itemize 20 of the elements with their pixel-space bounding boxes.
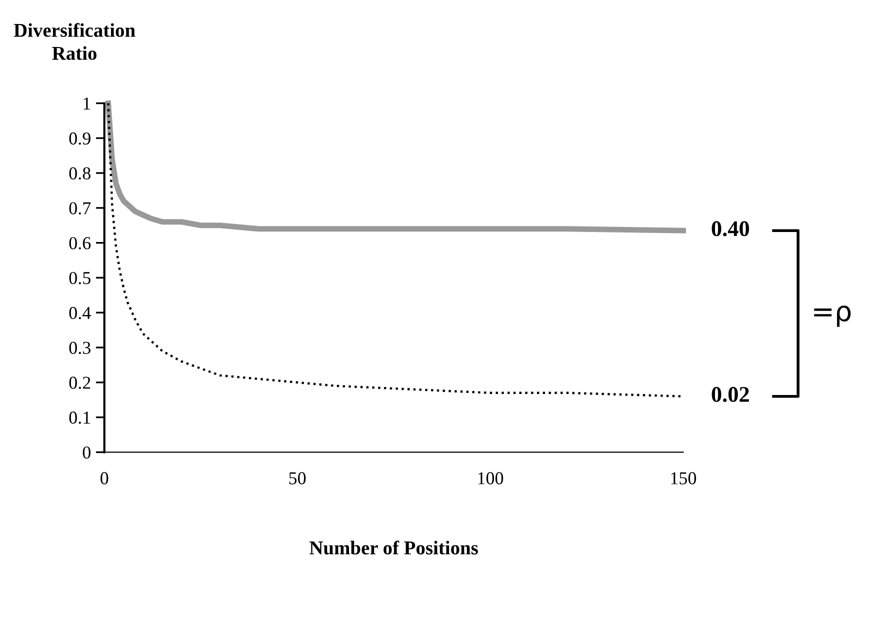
- text: =ρ: [814, 306, 851, 327]
- x-axis-title: Number of Positions: [310, 540, 478, 555]
- series-label: 0.40: [712, 221, 749, 236]
- y-tick-label: 0.9: [69, 132, 90, 145]
- series-label: 0.02: [712, 386, 749, 402]
- y-tick-label: 0.4: [69, 306, 91, 320]
- y-tick-label: 0.6: [69, 237, 91, 250]
- x-tick-label: 150: [671, 472, 696, 484]
- x-tick-label: 50: [289, 472, 306, 484]
- y-axis-title: Diversification Ratio: [14, 23, 136, 60]
- y-tick-label: 0.2: [69, 376, 90, 389]
- x-tick-label: 0: [100, 472, 108, 484]
- y-tick-label: 0.8: [69, 167, 90, 180]
- y-tick-label: 0.5: [69, 272, 90, 284]
- y-tick-label: 0.3: [69, 342, 90, 354]
- y-tick-label: 1: [84, 98, 90, 110]
- y-tick-label: 0: [82, 446, 90, 459]
- y-tick-label: 0.7: [69, 202, 91, 214]
- y-tick-label: 0.1: [69, 412, 90, 424]
- x-tick-label: 100: [478, 472, 504, 484]
